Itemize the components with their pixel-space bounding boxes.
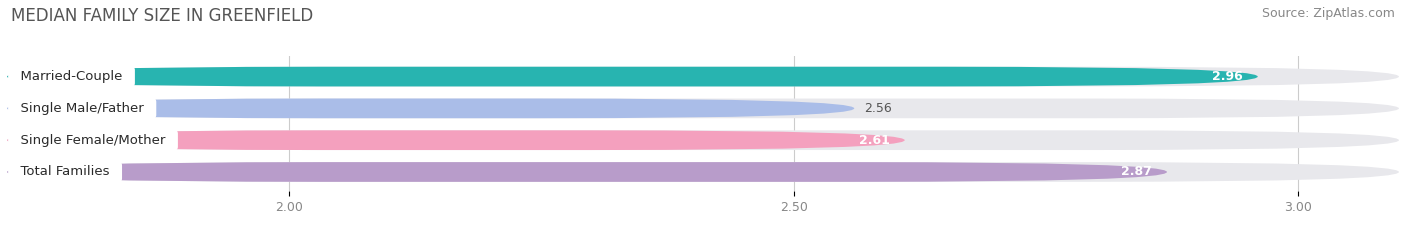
FancyBboxPatch shape bbox=[7, 99, 1399, 118]
Text: Source: ZipAtlas.com: Source: ZipAtlas.com bbox=[1261, 7, 1395, 20]
FancyBboxPatch shape bbox=[7, 67, 1399, 86]
Text: 2.61: 2.61 bbox=[859, 134, 890, 147]
Text: Married-Couple: Married-Couple bbox=[13, 70, 131, 83]
Text: 2.96: 2.96 bbox=[1212, 70, 1243, 83]
Text: Single Female/Mother: Single Female/Mother bbox=[13, 134, 174, 147]
Text: 2.56: 2.56 bbox=[865, 102, 893, 115]
FancyBboxPatch shape bbox=[7, 130, 904, 150]
FancyBboxPatch shape bbox=[7, 162, 1399, 182]
FancyBboxPatch shape bbox=[7, 130, 1399, 150]
FancyBboxPatch shape bbox=[7, 67, 1258, 86]
FancyBboxPatch shape bbox=[7, 99, 855, 118]
Text: Total Families: Total Families bbox=[13, 165, 118, 178]
Text: MEDIAN FAMILY SIZE IN GREENFIELD: MEDIAN FAMILY SIZE IN GREENFIELD bbox=[11, 7, 314, 25]
Text: Single Male/Father: Single Male/Father bbox=[13, 102, 152, 115]
FancyBboxPatch shape bbox=[7, 162, 1167, 182]
Text: 2.87: 2.87 bbox=[1121, 165, 1152, 178]
